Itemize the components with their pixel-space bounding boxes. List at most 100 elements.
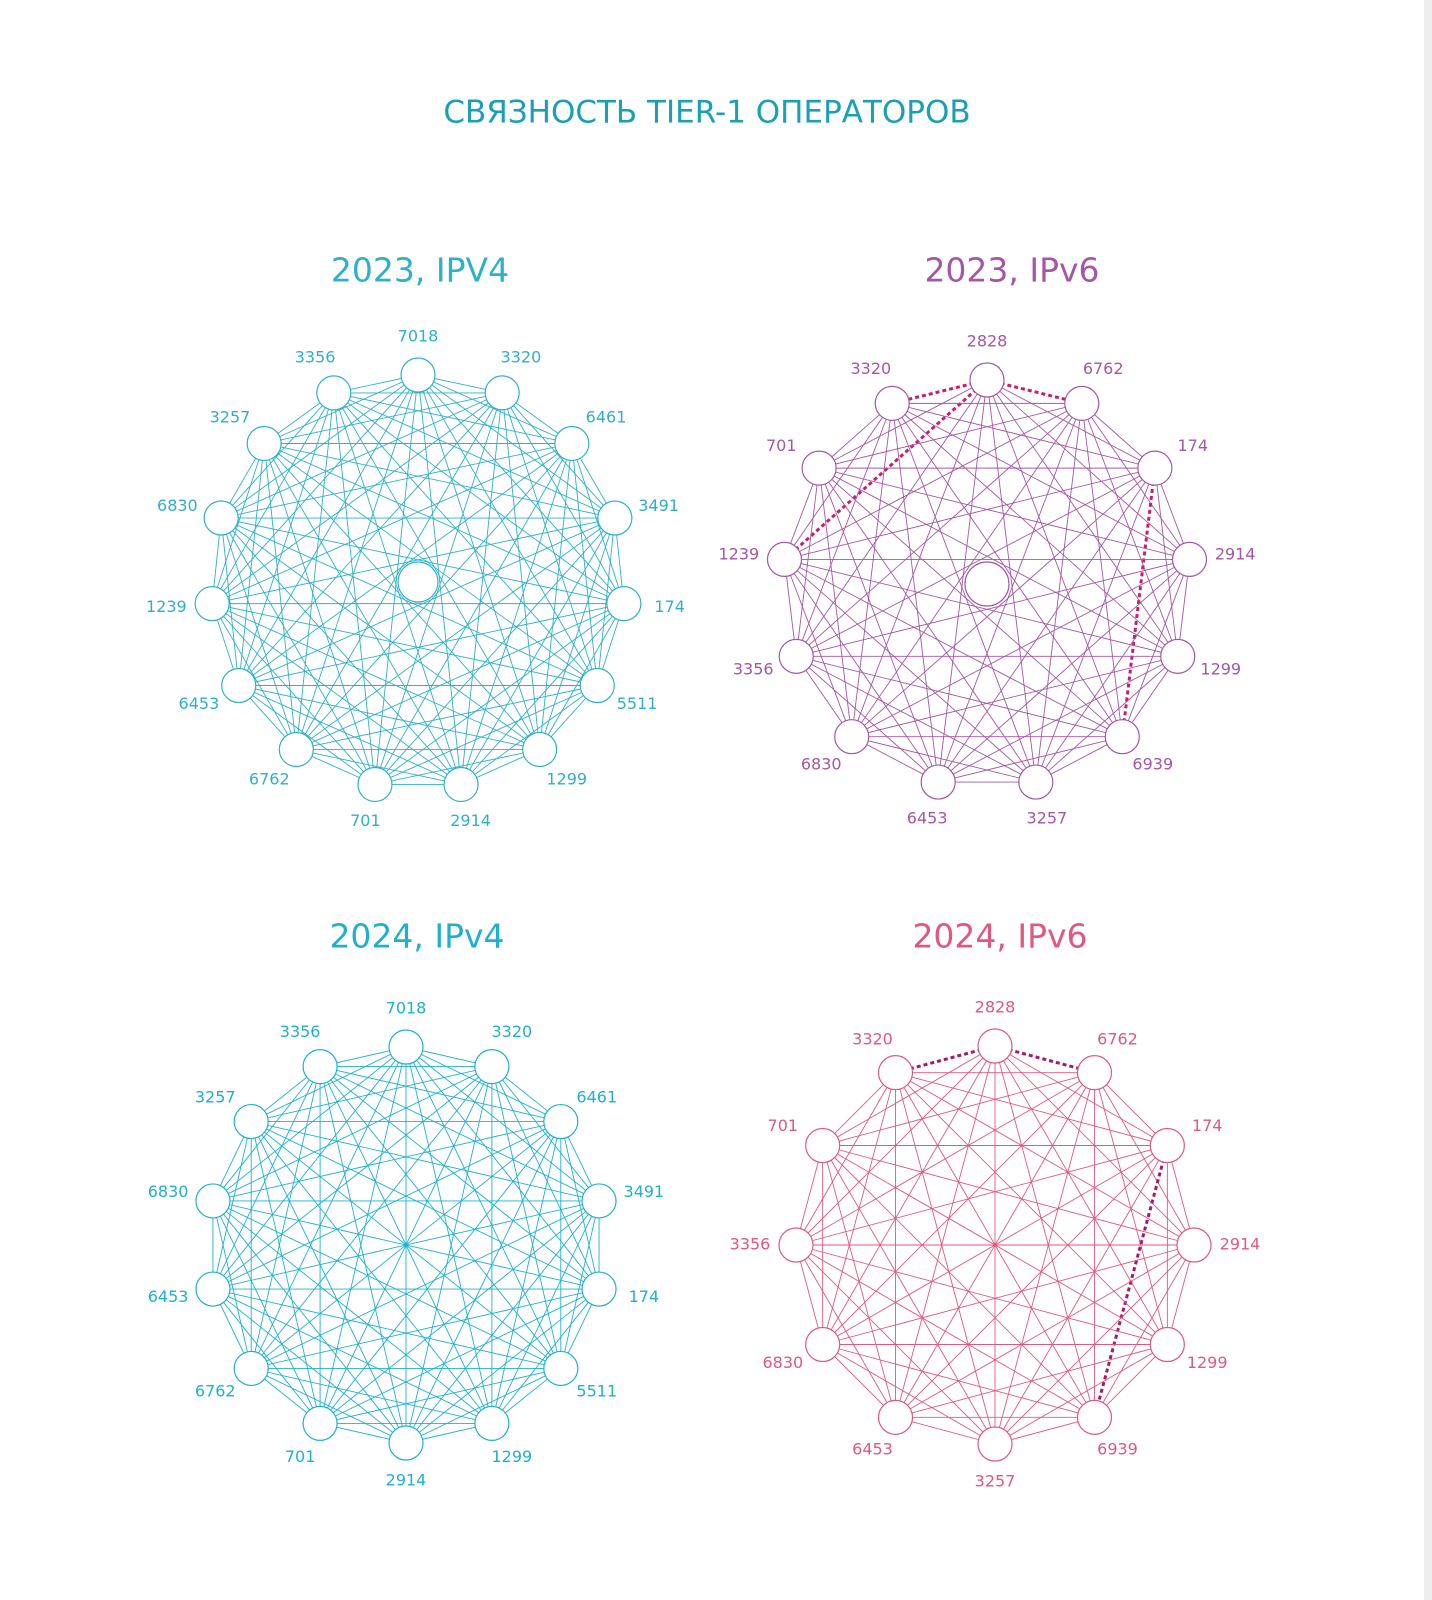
link: [220, 374, 419, 519]
node-label: 7018: [398, 327, 439, 346]
link: [822, 1072, 1095, 1345]
node: [400, 357, 436, 393]
link: [795, 1244, 896, 1418]
link: [212, 1121, 252, 1290]
graph-title: 2024, IPv6: [912, 917, 1087, 956]
link: [895, 1072, 1195, 1246]
node-label: 3257: [1026, 808, 1067, 827]
link: [501, 392, 541, 750]
link: [238, 685, 462, 785]
node-label: 701: [350, 811, 381, 830]
node-label: 6939: [1097, 1440, 1138, 1459]
link: [460, 443, 573, 785]
link: [212, 1066, 321, 1290]
node: [1076, 1399, 1113, 1435]
link: [460, 517, 616, 785]
link: [822, 1145, 896, 1418]
node-label: 5511: [576, 1382, 617, 1401]
node: [579, 667, 615, 704]
link: [784, 467, 1155, 560]
link: [795, 1244, 1095, 1418]
link: [784, 558, 1178, 657]
node-label: 6461: [576, 1087, 617, 1106]
link: [374, 443, 573, 785]
link: [818, 467, 1178, 657]
link: [333, 392, 598, 686]
link: [539, 517, 616, 750]
link: [937, 655, 1178, 783]
link: [796, 655, 1037, 783]
node-label: 3257: [195, 1087, 236, 1106]
link: [895, 1145, 1168, 1418]
node: [1160, 638, 1196, 674]
link: [818, 379, 988, 469]
node-label: 1299: [1200, 659, 1241, 678]
link: [819, 467, 1190, 560]
link: [491, 1200, 600, 1424]
link: [571, 443, 598, 686]
link: [501, 392, 616, 519]
node-label: 6762: [249, 770, 290, 789]
link: [319, 1368, 561, 1424]
link: [891, 402, 1190, 560]
link: [250, 1121, 493, 1424]
link: [211, 443, 265, 604]
link: [333, 392, 625, 605]
link: [986, 379, 1179, 657]
hub-circle: [964, 561, 1010, 607]
link: [251, 1288, 600, 1369]
link: [212, 1288, 561, 1369]
link: [405, 1046, 600, 1202]
node: [801, 450, 837, 486]
link: [319, 1066, 562, 1369]
link: [796, 655, 1123, 738]
node: [778, 638, 814, 674]
node-label: 6939: [1132, 755, 1173, 774]
link: [784, 559, 1037, 783]
missing-link: [783, 378, 988, 561]
node: [194, 586, 230, 622]
link: [263, 443, 462, 785]
link: [784, 559, 939, 783]
link: [296, 517, 616, 750]
node-label: 6830: [148, 1182, 189, 1201]
link: [460, 685, 598, 785]
link: [319, 1200, 600, 1424]
node-label: 6453: [148, 1287, 189, 1306]
link: [333, 392, 616, 519]
link: [263, 443, 541, 750]
link: [822, 1072, 896, 1345]
node: [1104, 719, 1140, 755]
node: [581, 1183, 617, 1219]
node: [1076, 1055, 1113, 1091]
link: [795, 379, 988, 657]
link: [986, 379, 1156, 469]
graph-title: 2023, IPV4: [331, 251, 509, 290]
node: [977, 1426, 1013, 1462]
node-label: 2828: [975, 998, 1016, 1017]
link: [212, 1066, 321, 1202]
node-label: 6453: [852, 1440, 893, 1459]
link: [374, 685, 598, 785]
link: [405, 1121, 562, 1444]
link: [892, 402, 1155, 469]
link: [374, 603, 625, 785]
node: [278, 731, 314, 768]
link: [212, 1200, 561, 1369]
link: [937, 559, 1190, 783]
link: [212, 1200, 407, 1444]
link: [891, 403, 1123, 737]
node: [977, 1028, 1013, 1064]
link: [212, 1288, 407, 1444]
node-label: 1239: [146, 597, 187, 616]
graph-title: 2023, IPv6: [924, 251, 1099, 290]
node: [1171, 541, 1208, 578]
link: [571, 443, 625, 604]
link: [417, 374, 541, 750]
node: [581, 1271, 617, 1307]
node: [1018, 764, 1054, 800]
link: [333, 392, 376, 785]
link: [251, 1066, 493, 1122]
node: [246, 425, 282, 462]
link: [501, 392, 625, 604]
